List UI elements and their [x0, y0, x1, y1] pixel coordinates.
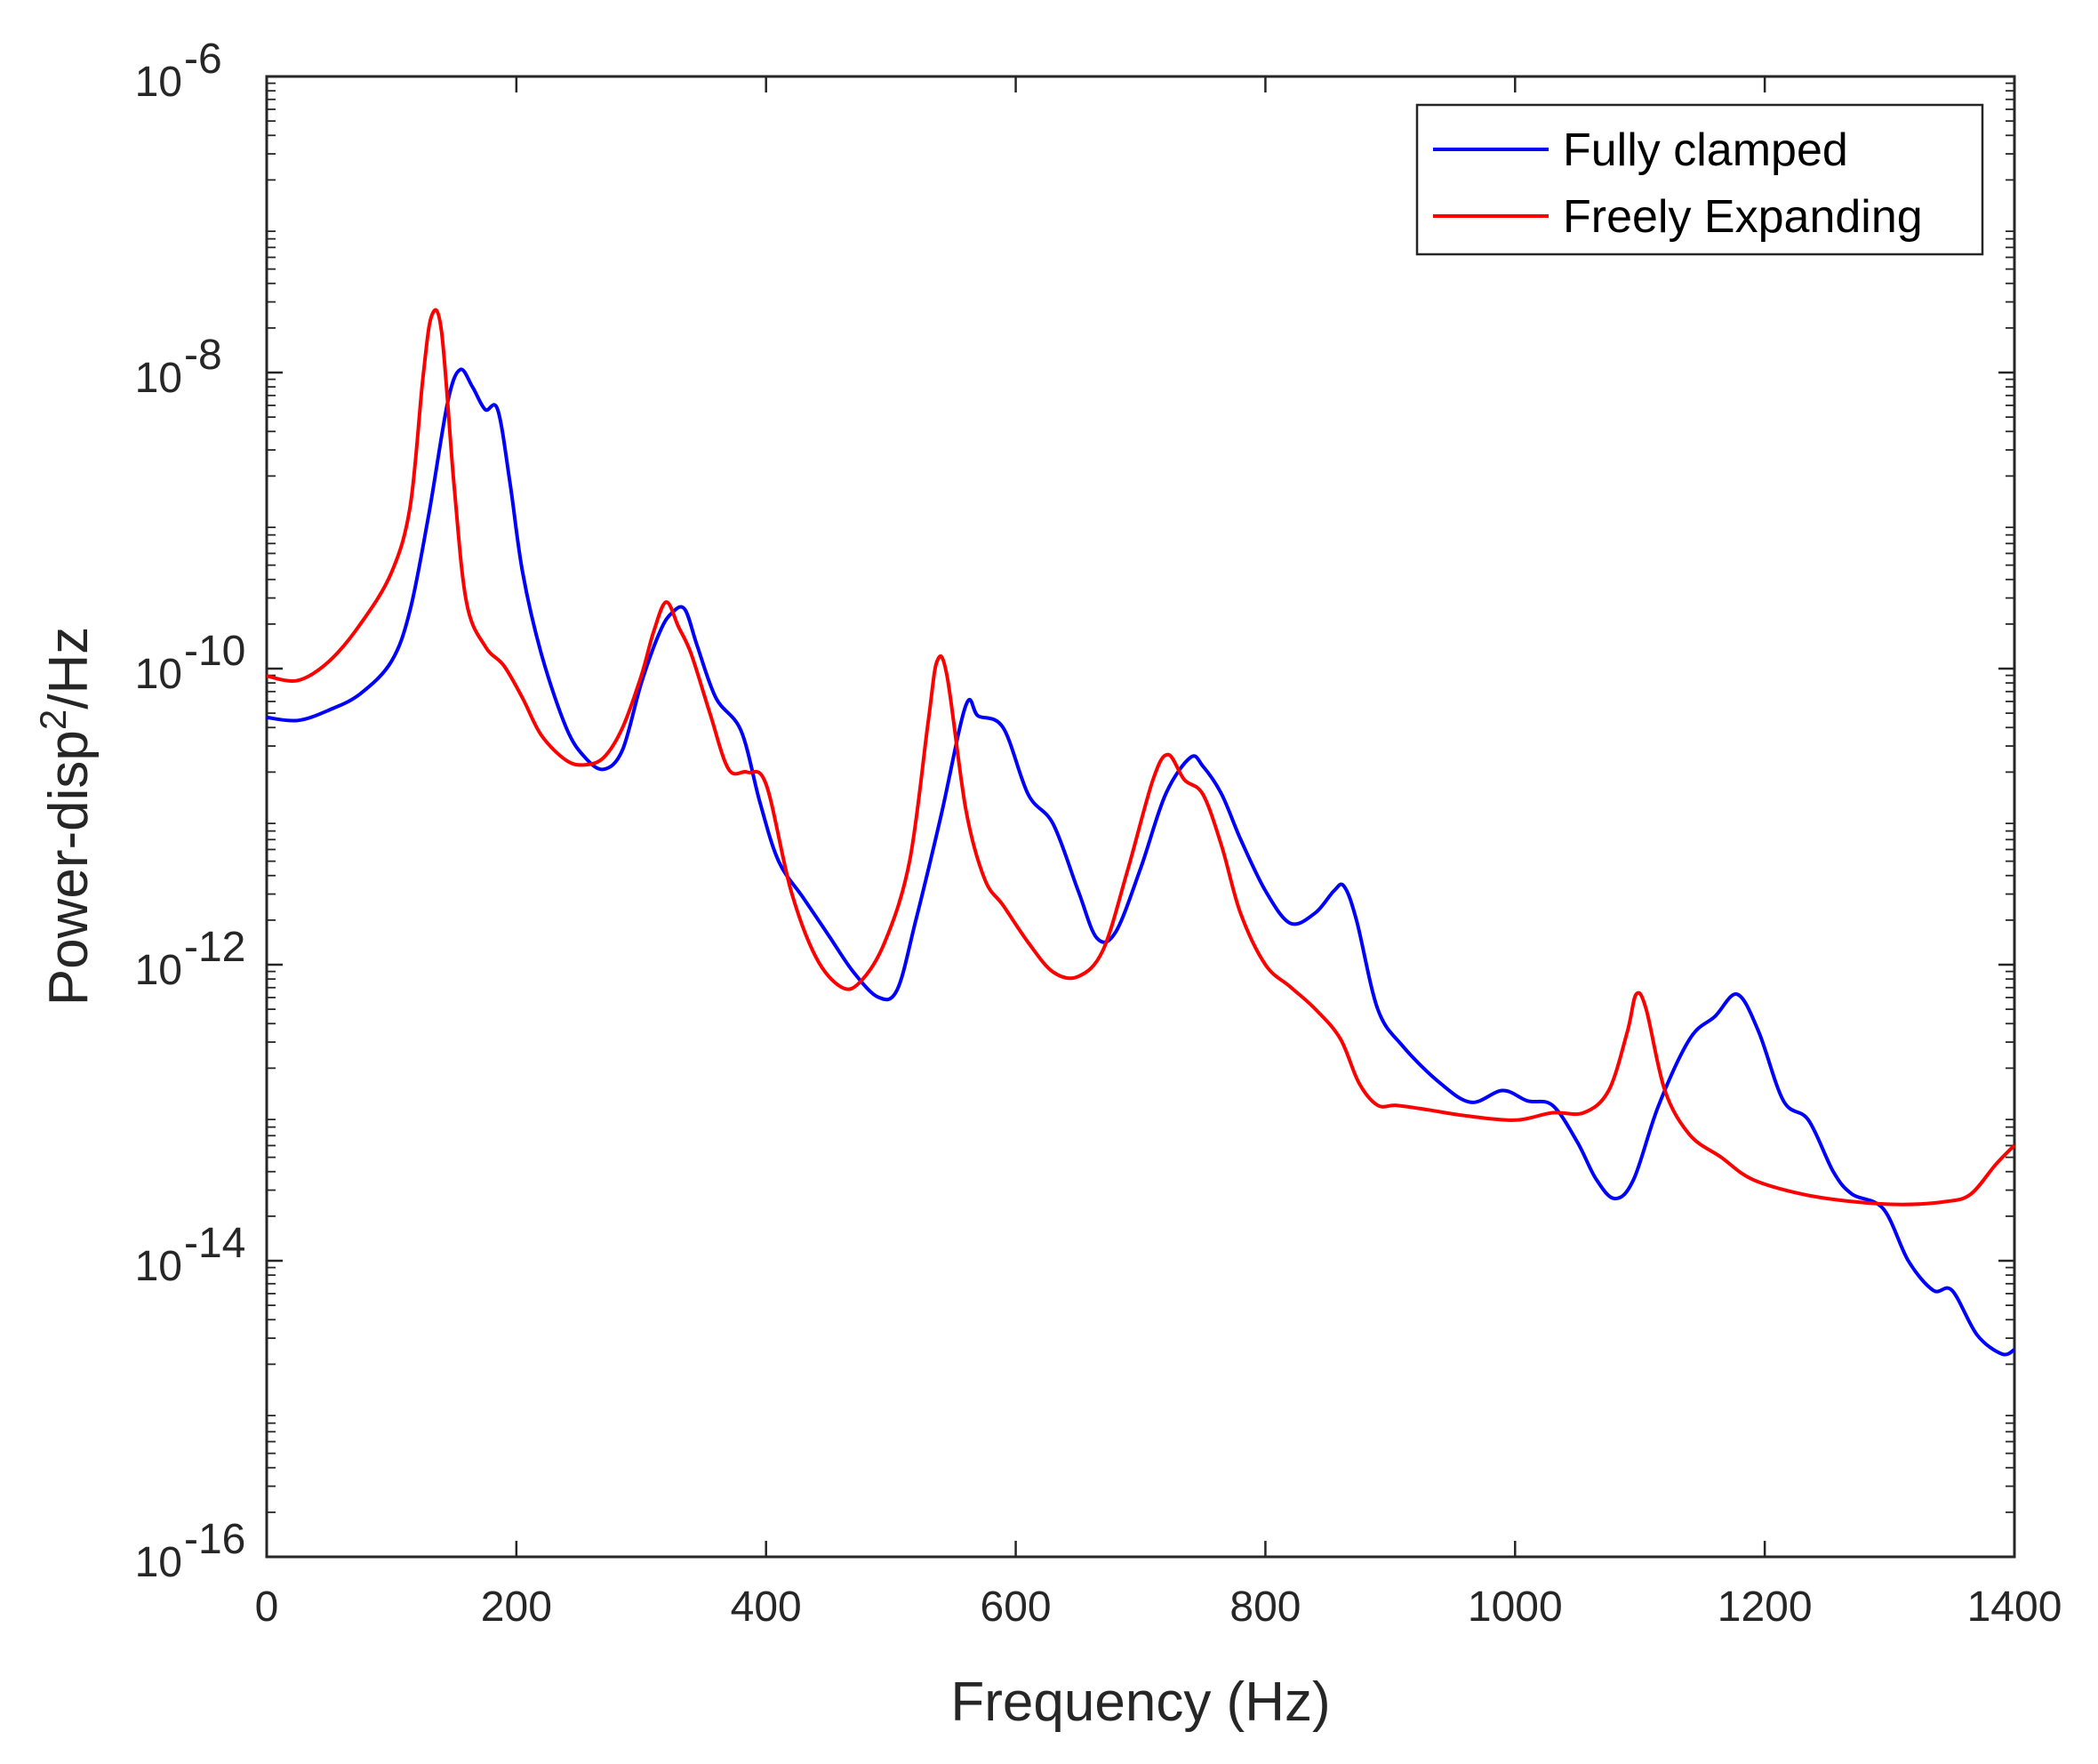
x-axis-title: Frequency (Hz): [950, 1672, 1330, 1733]
y-tick-label: 10: [135, 355, 182, 402]
y-tick-label: 10: [135, 1243, 182, 1290]
y-axis-title-tail: /Hz: [38, 627, 100, 710]
y-tick-exponent: -6: [184, 36, 222, 83]
y-tick-label: 10: [135, 59, 182, 106]
x-tick-label: 200: [481, 1584, 552, 1631]
y-tick-exponent: -16: [184, 1516, 245, 1563]
y-tick-label: 10: [135, 1539, 182, 1586]
x-tick-label: 400: [731, 1584, 802, 1631]
x-tick-label: 0: [255, 1584, 279, 1631]
x-tick-label: 1200: [1718, 1584, 1813, 1631]
y-tick-exponent: -10: [184, 628, 245, 675]
legend-label-fully-clamped: Fully clamped: [1563, 124, 1848, 176]
series-line-fully-clamped: [266, 367, 2015, 1357]
x-tick-label: 600: [981, 1584, 1052, 1631]
legend-box: [1415, 103, 1984, 256]
y-axis-title-main: Power-disp: [38, 730, 100, 1006]
series-line-freely-expanding: [266, 308, 2016, 1207]
series-layer: [266, 308, 2016, 1357]
y-axis-title-superscript: 2: [32, 710, 74, 730]
y-tick-label: 10: [135, 651, 182, 698]
x-tick-label: 800: [1229, 1584, 1301, 1631]
y-tick-exponent: -14: [184, 1220, 245, 1267]
y-tick-label: 10: [135, 947, 182, 994]
x-axis-ticks: 0 200 400 600 800 1000 1200 1400: [255, 76, 2062, 1631]
minor-ticks: [267, 82, 2014, 1513]
y-tick-exponent: -12: [184, 924, 245, 971]
x-tick-label: 1000: [1468, 1584, 1563, 1631]
legend: Fully clamped Freely Expanding: [1415, 103, 1984, 256]
legend-label-freely-expanding: Freely Expanding: [1563, 191, 1923, 243]
y-axis-title: Power-disp2/Hz: [32, 627, 100, 1006]
y-tick-exponent: -8: [184, 332, 222, 379]
x-tick-label: 1400: [1967, 1584, 2062, 1631]
